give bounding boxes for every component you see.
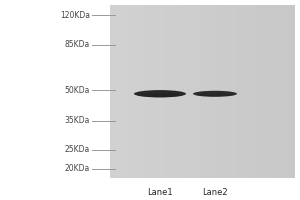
Text: 35KDa: 35KDa (64, 116, 90, 125)
Text: 85KDa: 85KDa (65, 40, 90, 49)
Text: 120KDa: 120KDa (60, 11, 90, 20)
Bar (110, 5, 295, 178)
Ellipse shape (193, 91, 237, 97)
Text: 50KDa: 50KDa (64, 86, 90, 95)
Text: 20KDa: 20KDa (65, 164, 90, 173)
Text: Lane2: Lane2 (202, 188, 228, 197)
Text: 25KDa: 25KDa (65, 145, 90, 154)
Text: Lane1: Lane1 (147, 188, 173, 197)
Bar (0, 0, 110, 200)
Bar (0, 178, 300, 200)
Ellipse shape (134, 90, 186, 97)
Ellipse shape (196, 94, 234, 96)
Ellipse shape (138, 94, 182, 97)
